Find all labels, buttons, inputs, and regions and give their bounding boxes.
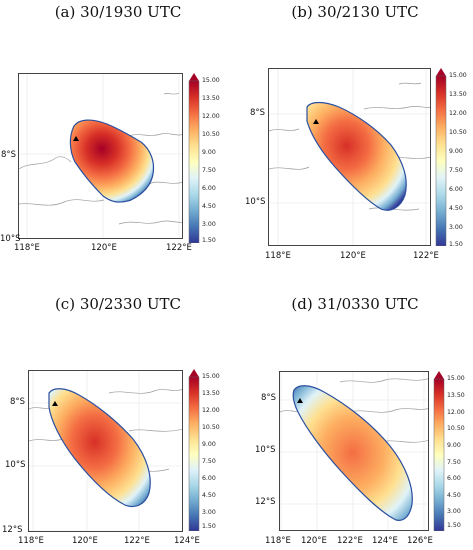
cbar-tick: 13.50	[202, 95, 220, 102]
x-tick-label: 120°E	[340, 251, 366, 261]
plume-shape	[306, 101, 407, 211]
cbar-tick: 1.50	[447, 522, 461, 529]
colorbar	[433, 371, 445, 531]
cbar-tick: 15.00	[447, 375, 465, 382]
cbar-tick: 10.50	[202, 424, 220, 431]
panel-title: (b) 30/2130 UTC	[291, 3, 419, 21]
x-tick-label: 122°E	[413, 251, 439, 261]
cbar-tick: 12.00	[449, 110, 467, 117]
map-svg	[280, 372, 428, 530]
y-tick-label: 8°S	[261, 393, 277, 403]
panel-b: (b) 30/2130 UTC	[237, 0, 473, 275]
cbar-tick: 15.00	[202, 77, 220, 84]
cbar-tick: 1.50	[449, 241, 463, 248]
map-area	[268, 68, 431, 246]
colorbar	[435, 68, 447, 246]
cbar-tick: 6.00	[447, 475, 461, 482]
map-area	[18, 73, 183, 239]
source-marker	[297, 398, 303, 403]
map-area	[279, 371, 429, 531]
colorbar	[188, 369, 200, 531]
cbar-tick: 7.50	[447, 459, 461, 466]
map-svg	[269, 69, 430, 245]
panel-title: (d) 31/0330 UTC	[291, 295, 419, 313]
cbar-tick: 9.00	[449, 148, 463, 155]
cbar-tick: 1.50	[202, 523, 216, 530]
cbar-tick: 15.00	[449, 72, 467, 79]
map-svg	[29, 371, 182, 531]
cbar-tick: 10.50	[449, 129, 467, 136]
cbar-tick: 7.50	[202, 458, 216, 465]
cbar-tick: 4.50	[202, 203, 216, 210]
cbar-tick: 9.00	[447, 442, 461, 449]
cbar-tick: 7.50	[449, 167, 463, 174]
y-tick-label: 10°S	[5, 460, 26, 470]
x-tick-label: 118°E	[18, 536, 44, 546]
colorbar	[188, 73, 200, 243]
plume-shape	[69, 119, 155, 203]
panel-c: (c) 30/2330 UTC	[0, 275, 236, 550]
panel-d: (d) 31/0330 UTC	[237, 275, 473, 550]
source-marker	[73, 136, 79, 141]
x-tick-label: 120°E	[301, 536, 327, 546]
x-tick-label: 118°E	[265, 536, 291, 546]
cbar-tick: 6.00	[202, 475, 216, 482]
colorbar-ticks: 15.00 13.50 12.00 10.50 9.00 7.50 6.00 4…	[447, 375, 473, 531]
cbar-tick: 4.50	[447, 492, 461, 499]
y-tick-label: 8°S	[250, 108, 266, 118]
cbar-tick: 12.00	[202, 407, 220, 414]
cbar-tick: 13.50	[449, 91, 467, 98]
cbar-tick: 3.00	[447, 508, 461, 515]
cbar-tick: 15.00	[202, 373, 220, 380]
x-tick-label: 122°E	[124, 536, 150, 546]
source-marker	[313, 119, 319, 124]
map-svg	[19, 74, 182, 238]
colorbar-ticks: 15.00 13.50 12.00 10.50 9.00 7.50 6.00 4…	[449, 72, 473, 248]
cbar-tick: 6.00	[202, 185, 216, 192]
plume-shape	[48, 388, 151, 508]
x-tick-label: 124°E	[372, 536, 398, 546]
cbar-tick: 7.50	[202, 167, 216, 174]
cbar-tick: 13.50	[202, 390, 220, 397]
cbar-tick: 10.50	[202, 131, 220, 138]
cbar-tick: 3.00	[449, 224, 463, 231]
y-tick-label: 10°S	[255, 445, 276, 455]
cbar-tick: 4.50	[449, 205, 463, 212]
cbar-tick: 13.50	[447, 392, 465, 399]
y-tick-label: 12°S	[255, 497, 276, 507]
x-tick-label: 126°E	[407, 536, 433, 546]
cbar-tick: 10.50	[447, 425, 465, 432]
cbar-tick: 6.00	[449, 186, 463, 193]
panel-title: (a) 30/1930 UTC	[54, 3, 182, 21]
cbar-tick: 12.00	[202, 113, 220, 120]
cbar-tick: 9.00	[202, 149, 216, 156]
y-tick-label: 8°S	[10, 397, 26, 407]
cbar-tick: 1.50	[202, 237, 216, 244]
source-marker	[52, 401, 58, 406]
colorbar-ticks: 15.00 13.50 12.00 10.50 9.00 7.50 6.00 4…	[202, 77, 232, 244]
cbar-tick: 4.50	[202, 492, 216, 499]
panel-a: (a) 30/1930 UTC	[0, 0, 236, 275]
plume-shape	[292, 385, 413, 521]
x-tick-label: 120°E	[72, 536, 98, 546]
cbar-tick: 3.00	[202, 221, 216, 228]
map-area	[28, 370, 183, 532]
x-tick-label: 124°E	[174, 536, 200, 546]
y-tick-label: 10°S	[0, 234, 21, 244]
x-tick-label: 118°E	[265, 251, 291, 261]
cbar-tick: 3.00	[202, 509, 216, 516]
x-tick-label: 120°E	[91, 243, 117, 253]
x-tick-label: 122°E	[166, 243, 192, 253]
y-tick-label: 10°S	[245, 197, 266, 207]
y-tick-label: 8°S	[1, 150, 17, 160]
cbar-tick: 12.00	[447, 409, 465, 416]
panel-title: (c) 30/2330 UTC	[54, 295, 182, 313]
x-tick-label: 122°E	[337, 536, 363, 546]
y-tick-label: 12°S	[2, 525, 23, 535]
cbar-tick: 9.00	[202, 441, 216, 448]
coastlines	[19, 92, 182, 225]
x-tick-label: 118°E	[14, 243, 40, 253]
colorbar-ticks: 15.00 13.50 12.00 10.50 9.00 7.50 6.00 4…	[202, 373, 232, 531]
